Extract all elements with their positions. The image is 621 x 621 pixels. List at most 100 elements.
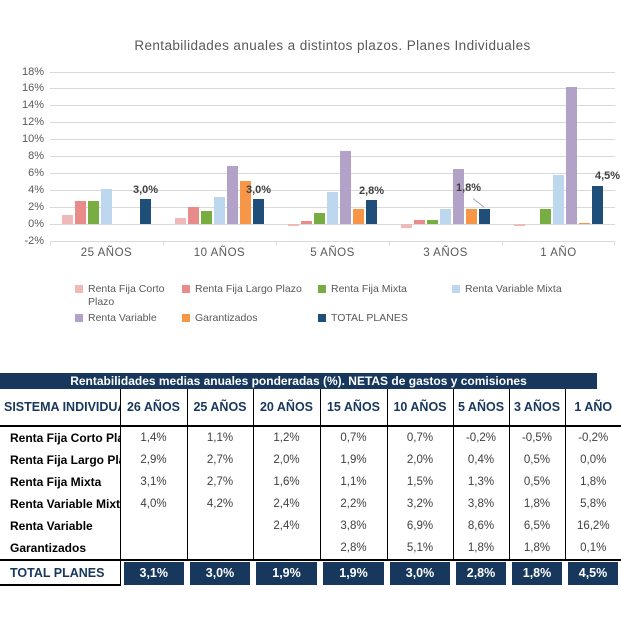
legend-label: Garantizados <box>195 312 258 324</box>
y-axis-label: 0% <box>28 217 44 230</box>
table-cell: 1,1% <box>187 426 254 449</box>
table-cell: 3,8% <box>453 493 510 515</box>
bar-renta-fija-mixta <box>314 213 325 225</box>
table-cell: -0,2% <box>578 432 609 444</box>
legend-label: Renta Fija Mixta <box>331 283 407 295</box>
table-cell: 0,0% <box>580 454 607 466</box>
column-header: 10 AÑOS <box>387 389 454 427</box>
table-row: Renta Variable Mixta 4,0% 4,2% 2,4% 2,2% 3,2%… <box>0 493 621 515</box>
total-row-label: TOTAL PLANES <box>0 559 121 586</box>
table-cell: 6,5% <box>509 515 566 537</box>
total-data-label: 3,0% <box>132 183 159 196</box>
bar-renta-fija-mixta <box>427 219 438 225</box>
table-cell: 4,2% <box>187 493 254 515</box>
table-cell: 2,7% <box>187 449 254 471</box>
table-cell: 1,8% <box>509 493 566 515</box>
bar-renta-fija-mixta <box>88 201 99 225</box>
total-cell: 1,8% <box>509 559 565 585</box>
chart-legend: Renta Fija Corto Plazo Renta Fija Largo P… <box>75 283 615 325</box>
total-cell-pill: 4,5% <box>568 562 618 585</box>
table-cell: 5,1% <box>387 537 454 560</box>
bar-total-planes <box>366 200 377 225</box>
table-cell: 1,8% <box>453 537 510 560</box>
table-row: Garantizados 2,8% 5,1% 1,8% 1,8% 0,1% <box>0 537 621 560</box>
legend-swatch-icon <box>182 285 190 293</box>
table-cell <box>187 515 254 537</box>
table-cell: 0,5% <box>509 471 566 493</box>
row-label: Renta Fija Mixta <box>0 471 121 493</box>
column-header: 5 AÑOS <box>453 389 510 427</box>
bar-renta-fija-corto-plazo <box>401 224 412 229</box>
table-cell: 1,6% <box>253 471 321 493</box>
table-row: Renta Fija Corto Plazo1,4%1,1%1,2%0,7%0,… <box>0 426 621 449</box>
bar-renta-fija-mixta <box>201 211 212 225</box>
total-cell-pill: 3,0% <box>390 562 450 585</box>
total-cell-pill: 2,8% <box>456 562 506 585</box>
legend-label: Renta Variable <box>88 312 157 324</box>
y-axis-label: 16% <box>21 82 44 95</box>
y-axis-label: 10% <box>21 133 44 146</box>
bar-renta-variable-mixta <box>214 197 225 225</box>
axis-tick <box>163 241 164 245</box>
chart-title: Rentabilidades anuales a distintos plazo… <box>134 38 531 53</box>
table-cell: 2,2% <box>320 493 388 515</box>
table-cell: 1,2% <box>253 426 321 449</box>
bar-total-planes <box>253 198 264 225</box>
table-cell: 1,8% <box>509 537 566 560</box>
table-cell: 3,1% <box>120 471 188 493</box>
total-data-label: 3,0% <box>245 183 272 196</box>
legend-swatch-icon <box>75 314 83 322</box>
gridline <box>50 172 615 174</box>
table-cell: 2,4% <box>253 493 321 515</box>
y-axis-label: 6% <box>28 166 44 179</box>
table-cell: 2,0% <box>387 449 454 471</box>
gridline <box>50 189 615 191</box>
bar-renta-variable <box>227 165 238 225</box>
bar-renta-fija-mixta <box>540 208 551 225</box>
table-cell: 2,7% <box>187 471 254 493</box>
table-row: Renta Variable 2,4% 3,8% 6,9% 8,6% 6,5% 16,2% <box>0 515 621 537</box>
table-body: Renta Fija Corto Plazo1,4%1,1%1,2%0,7%0,… <box>0 426 621 586</box>
bar-garantizados <box>240 181 251 225</box>
table-row: Renta Fija Largo Plazo2,9%2,7%2,0%1,9%2,… <box>0 449 621 471</box>
column-header: 3 AÑOS <box>509 389 566 427</box>
table-cell: -0,5% <box>509 426 566 449</box>
table-cell: 1,8% <box>580 476 607 488</box>
y-axis: 18% 16% 14% 12% 10% 8% 6% 4% 2% 0% -2% <box>0 66 44 247</box>
total-cell: 2,8% <box>453 559 509 585</box>
axis-tick <box>50 241 51 245</box>
legend-label: Renta Fija Largo Plazo <box>195 283 302 295</box>
table-cell: 0,7% <box>320 426 388 449</box>
total-cell-pill: 3,1% <box>123 562 184 585</box>
bar-garantizados <box>353 208 364 225</box>
table-row: Renta Fija Mixta 3,1% 2,7% 1,6% 1,1% 1,5% 1,3%… <box>0 471 621 493</box>
axis-tick <box>389 241 390 245</box>
y-axis-label: 12% <box>21 116 44 129</box>
total-cell-pill: 1,9% <box>323 562 384 585</box>
table-cell: -0,2% <box>453 426 510 449</box>
y-axis-label: 4% <box>28 183 44 196</box>
bar-garantizados <box>466 208 477 225</box>
gridline <box>50 88 615 90</box>
table-cell: 16,2% <box>576 520 610 532</box>
table-cell: 2,8% <box>320 537 388 560</box>
bar-total-planes <box>140 198 151 225</box>
column-header-label: SISTEMA INDIVIDUAL <box>0 389 121 427</box>
total-row: TOTAL PLANES 3,1% 3,0% 1,9% 1,9% 3,0% 2,8% 1,8%… <box>0 559 621 586</box>
y-axis-label: 8% <box>28 150 44 162</box>
legend-label: TOTAL PLANES <box>331 312 408 324</box>
x-axis: 25 AÑOS 10 AÑOS 5 AÑOS 3 AÑOS 1 AÑO <box>50 247 615 263</box>
bar-renta-fija-largo-plazo <box>75 201 86 225</box>
bar-renta-variable-mixta <box>101 188 112 225</box>
gridline <box>50 122 615 124</box>
total-cell: 3,0% <box>387 559 453 585</box>
total-data-label: 2,8% <box>358 185 385 198</box>
bar-renta-variable-mixta <box>327 191 338 225</box>
legend-swatch-icon <box>182 314 190 322</box>
bar-renta-fija-largo-plazo <box>188 207 199 225</box>
total-cell-pill: 1,9% <box>256 562 317 585</box>
legend-label: Renta Variable Mixta <box>465 283 562 295</box>
